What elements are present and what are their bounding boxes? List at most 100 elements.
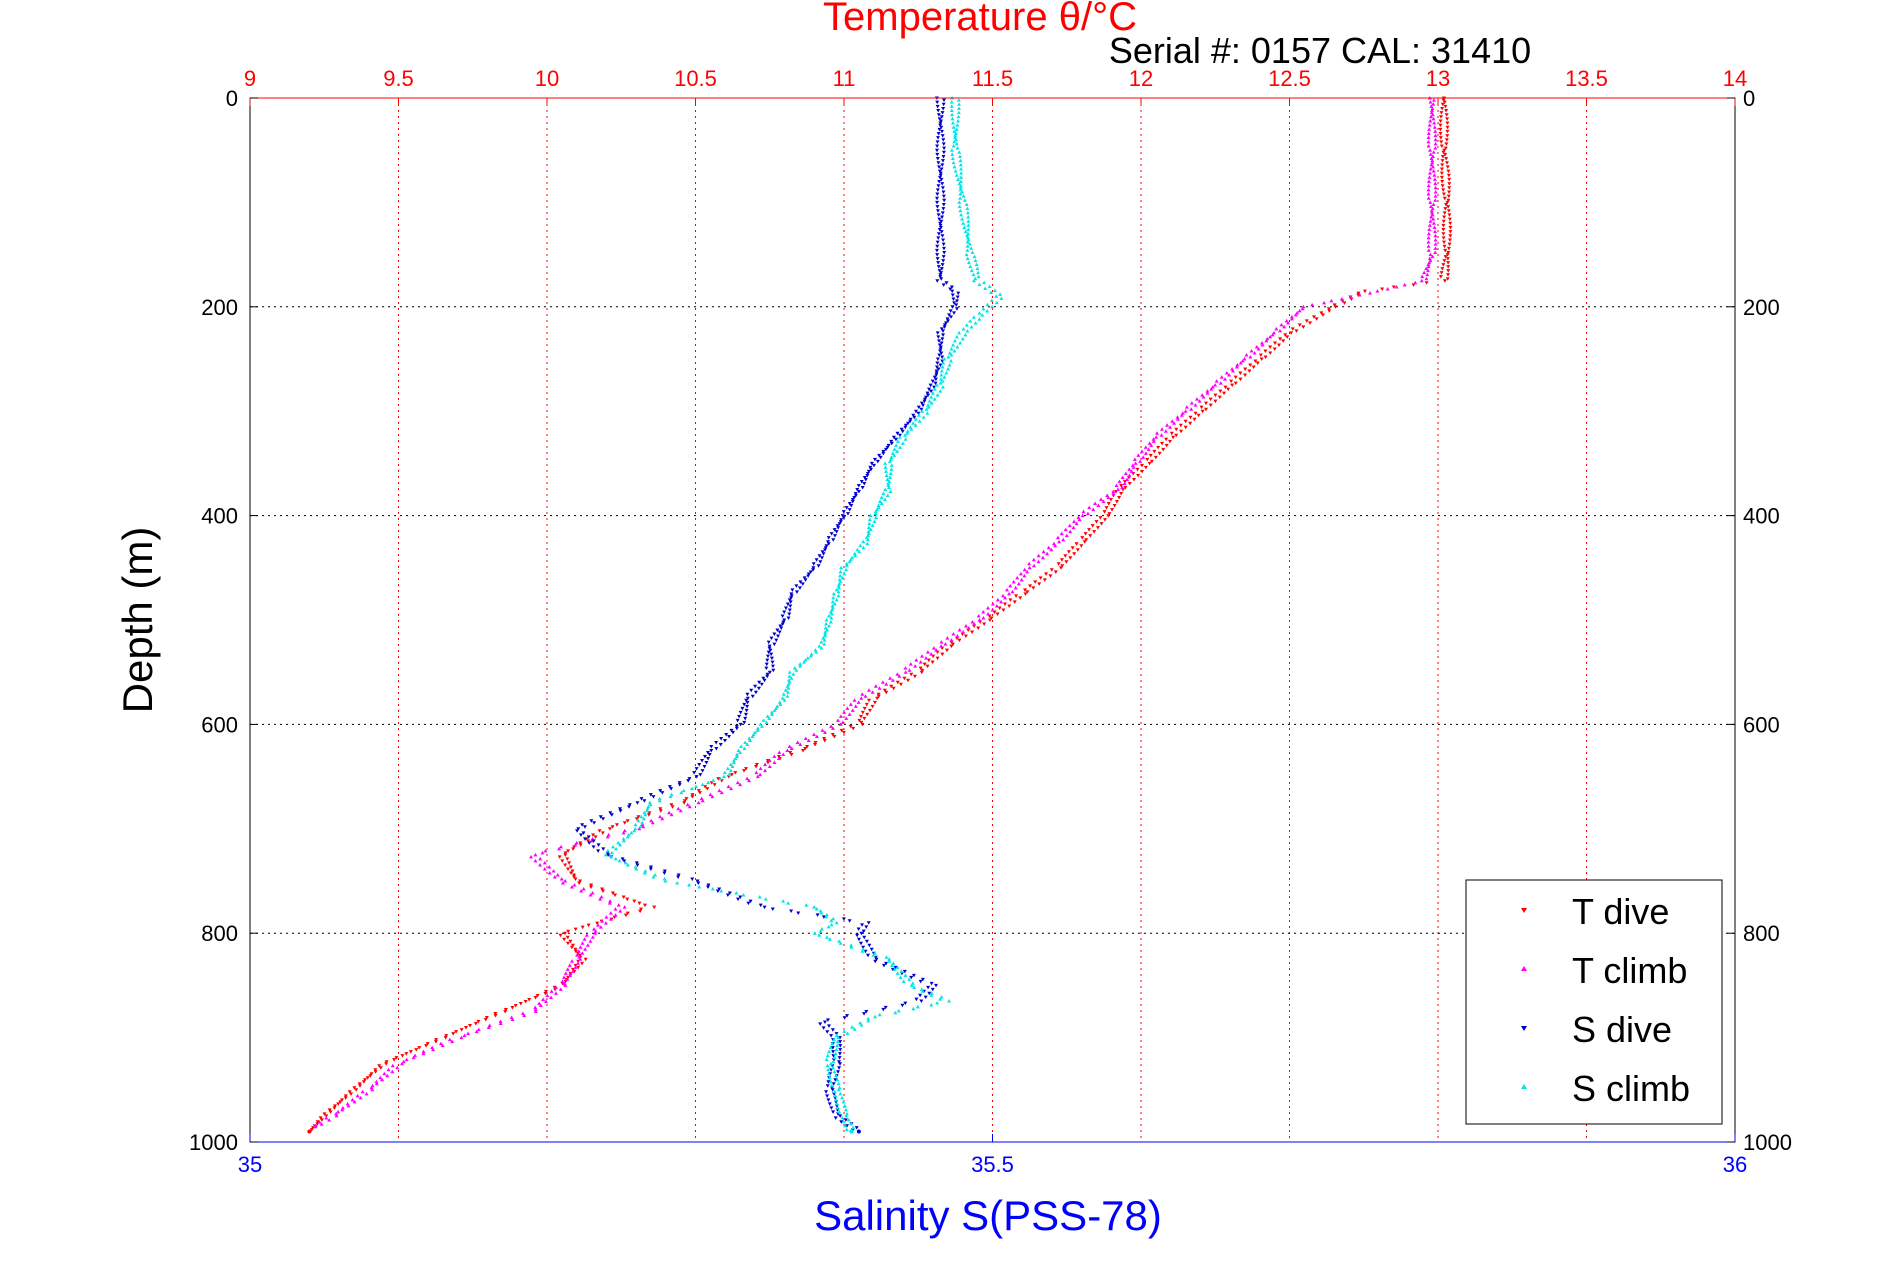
data-point	[761, 718, 766, 722]
left-tick-label: 400	[201, 504, 238, 529]
data-point	[451, 1032, 456, 1036]
data-point	[657, 798, 662, 803]
data-point	[935, 656, 940, 661]
data-point	[1447, 177, 1452, 182]
data-point	[940, 234, 945, 238]
data-point	[823, 548, 828, 552]
data-point	[1117, 496, 1122, 500]
chart-subtitle: Serial #: 0157 CAL: 31410	[1109, 30, 1531, 71]
data-point	[340, 1107, 345, 1112]
data-point	[937, 169, 942, 174]
data-point	[1304, 319, 1309, 323]
data-point	[886, 481, 891, 485]
top-tick-label: 14	[1723, 66, 1747, 91]
data-point	[1122, 481, 1127, 485]
data-point	[732, 760, 737, 765]
data-point	[710, 794, 715, 799]
data-point	[841, 730, 846, 735]
data-point	[1444, 142, 1449, 146]
data-point	[919, 407, 924, 412]
data-point	[913, 423, 918, 427]
data-point	[1071, 525, 1076, 530]
data-point	[373, 1068, 378, 1072]
data-point	[1184, 405, 1189, 409]
grid	[250, 98, 1735, 1142]
data-point	[641, 816, 646, 821]
data-point	[621, 895, 626, 900]
data-point	[884, 682, 889, 686]
data-point	[900, 429, 905, 434]
data-point	[862, 935, 867, 940]
data-point	[706, 780, 711, 785]
data-point	[857, 549, 862, 554]
data-point	[704, 761, 709, 765]
data-point	[605, 848, 610, 853]
data-point	[779, 626, 784, 631]
data-point	[844, 716, 849, 720]
data-point	[938, 275, 943, 279]
data-point	[911, 413, 916, 418]
data-point	[1027, 561, 1032, 566]
data-point	[598, 925, 603, 929]
data-point	[916, 411, 921, 416]
data-point	[829, 1061, 834, 1066]
bottom-tick-label: 35.5	[971, 1152, 1014, 1177]
data-point	[888, 676, 893, 680]
data-point	[847, 559, 852, 564]
data-point	[927, 387, 932, 392]
data-point	[629, 830, 634, 835]
data-point	[860, 722, 865, 727]
data-point	[1426, 187, 1431, 192]
data-point	[718, 742, 723, 747]
data-point	[609, 850, 614, 855]
data-point	[473, 1022, 478, 1026]
data-point	[1447, 217, 1452, 222]
data-point	[1170, 419, 1175, 423]
data-point	[1151, 437, 1156, 441]
data-point	[945, 317, 950, 321]
data-point	[622, 821, 627, 825]
data-point	[1143, 451, 1148, 455]
data-point	[894, 443, 899, 447]
data-point	[950, 156, 955, 161]
data-point	[1426, 235, 1431, 240]
data-point	[1281, 339, 1286, 343]
data-point	[742, 746, 747, 750]
data-point	[1413, 280, 1418, 285]
data-point	[941, 202, 946, 207]
data-point	[563, 851, 568, 855]
data-point	[1209, 387, 1214, 391]
data-point	[911, 421, 916, 425]
data-point	[1243, 367, 1248, 372]
data-point	[689, 786, 694, 791]
data-point	[908, 662, 913, 666]
data-point	[969, 268, 974, 273]
data-point	[869, 947, 874, 952]
data-point	[946, 367, 951, 371]
data-point	[1194, 397, 1199, 401]
data-point	[770, 664, 775, 669]
data-point	[614, 846, 619, 851]
data-point	[386, 1067, 391, 1072]
data-point	[930, 987, 935, 992]
data-point	[881, 1007, 886, 1012]
data-point	[806, 572, 811, 576]
data-point	[1119, 492, 1124, 496]
data-point	[1064, 533, 1069, 538]
data-point	[1087, 505, 1092, 510]
data-point	[859, 479, 864, 484]
data-point	[1289, 331, 1294, 335]
data-point	[850, 1025, 855, 1029]
data-point	[1273, 341, 1278, 345]
data-point	[568, 973, 573, 977]
data-point	[373, 1070, 378, 1074]
data-point	[959, 175, 964, 179]
data-point	[400, 1061, 405, 1066]
data-point	[1441, 232, 1446, 236]
data-point	[760, 724, 765, 728]
data-point	[786, 686, 791, 690]
data-point	[965, 235, 970, 240]
data-point	[994, 300, 999, 305]
data-point	[965, 206, 970, 211]
top-tick-label: 10	[535, 66, 559, 91]
